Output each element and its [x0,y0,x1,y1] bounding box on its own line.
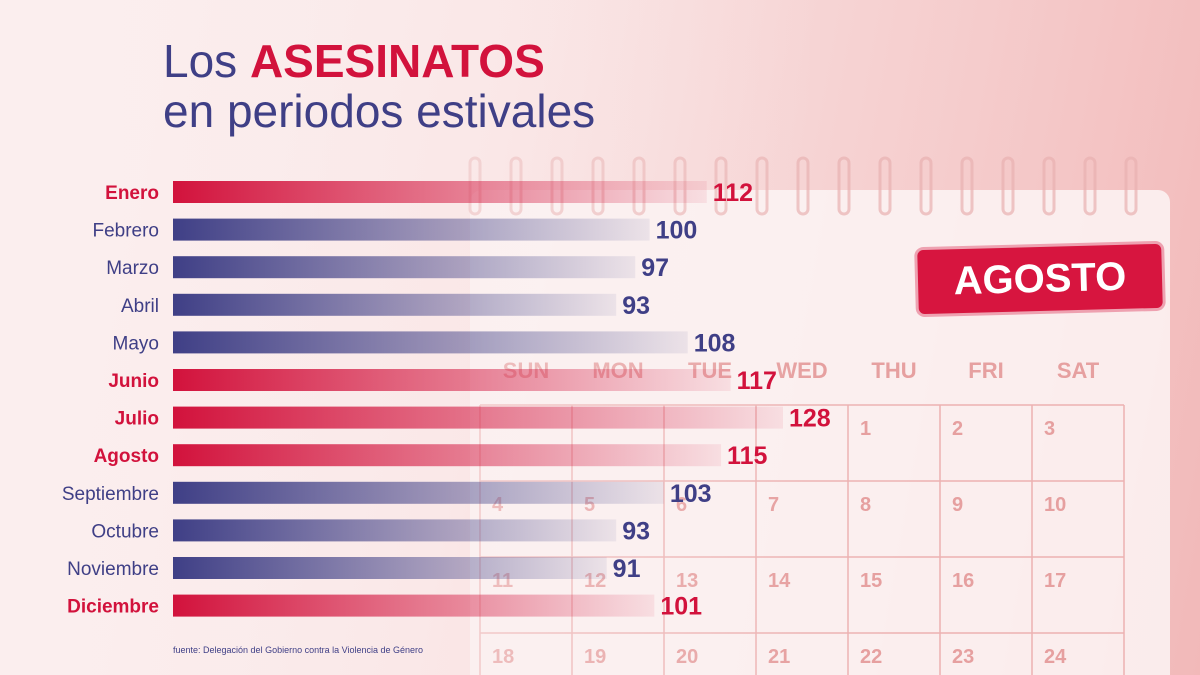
page-title: Los ASESINATOS en periodos estivales [163,36,595,136]
bar [173,256,636,279]
calendar-weekday: SAT [1057,358,1100,383]
calendar-day: 22 [860,646,882,668]
title-line2: en periodos estivales [163,85,596,137]
calendar-ring [878,156,892,216]
calendar-day: 1 [860,418,871,440]
source-note: fuente: Delegación del Gobierno contra l… [173,645,424,655]
calendar-day: 10 [1044,494,1066,516]
bar-value-label: 108 [694,329,736,357]
bar-value-label: 100 [656,217,698,245]
bar [173,293,617,316]
calendar-day: 23 [952,646,974,668]
bar-value-label: 103 [670,480,712,508]
calendar-day: 3 [1044,418,1055,440]
calendar-ring [837,156,851,216]
calendar-weekday: THU [871,358,916,383]
calendar-day: 24 [1044,646,1067,668]
bar-value-label: 97 [641,254,669,282]
title-highlight: ASESINATOS [249,35,545,87]
calendar-ring [1042,156,1056,216]
calendar-day: 9 [952,494,963,516]
category-label: Abril [121,296,159,317]
title-prefix: Los [163,35,250,87]
bar [173,444,722,467]
calendar-weekday: FRI [968,358,1003,383]
bar [173,519,617,542]
bar [173,594,655,617]
bar [173,369,731,391]
bar-value-label: 93 [622,517,650,545]
bar-value-label: 128 [789,405,831,433]
bar-value-label: 91 [613,555,641,583]
calendar-ring [1001,156,1015,216]
bar-value-label: 115 [727,442,767,470]
category-label: Enero [105,183,159,204]
bar-value-label: 112 [713,179,753,207]
bar-value-label: 93 [622,292,650,320]
calendar-day: 15 [860,570,882,592]
category-label: Noviembre [67,559,159,580]
category-label: Mayo [113,333,159,354]
bar [173,481,664,504]
category-label: Junio [108,371,159,392]
bar [173,218,650,241]
category-label: Febrero [92,221,159,242]
category-label: Agosto [94,446,159,467]
calendar-ring [1083,156,1097,216]
category-label: Septiembre [62,484,159,505]
bar-value-label: 101 [660,593,702,621]
calendar-day: 16 [952,570,974,592]
calendar-day: 2 [952,418,963,440]
calendar-day: 8 [860,494,871,516]
bar [173,557,607,579]
category-label: Marzo [106,258,159,279]
bar [173,331,688,354]
bar-value-label: 117 [737,367,777,395]
calendar-ring [919,156,933,216]
category-label: Octubre [91,521,159,542]
calendar-ring [960,156,974,216]
category-label: Diciembre [67,597,159,618]
calendar-day: 17 [1044,570,1066,592]
bar [173,181,707,203]
bar [173,406,783,429]
category-label: Julio [115,409,159,430]
calendar-ring [1124,156,1138,216]
